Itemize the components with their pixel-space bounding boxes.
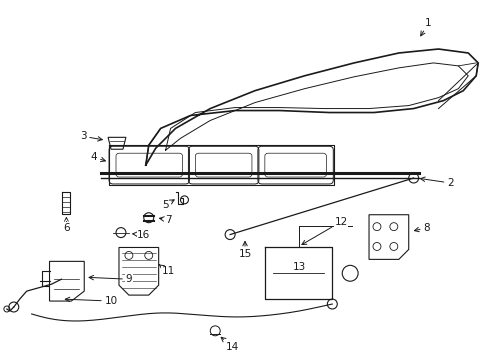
Text: 10: 10 [65, 296, 117, 306]
Text: 14: 14 [221, 337, 238, 352]
Text: 12: 12 [301, 217, 347, 244]
Text: 13: 13 [292, 262, 305, 272]
Text: 1: 1 [420, 18, 431, 36]
Text: 9: 9 [89, 274, 132, 284]
Text: 5: 5 [162, 200, 174, 210]
Text: 16: 16 [132, 230, 150, 239]
Text: 11: 11 [159, 265, 175, 276]
Text: 8: 8 [414, 222, 429, 233]
Text: 4: 4 [91, 152, 105, 162]
Text: 15: 15 [238, 242, 251, 260]
Text: 7: 7 [159, 215, 172, 225]
Text: 6: 6 [63, 222, 70, 233]
Text: 2: 2 [420, 177, 453, 188]
Text: 3: 3 [80, 131, 102, 141]
